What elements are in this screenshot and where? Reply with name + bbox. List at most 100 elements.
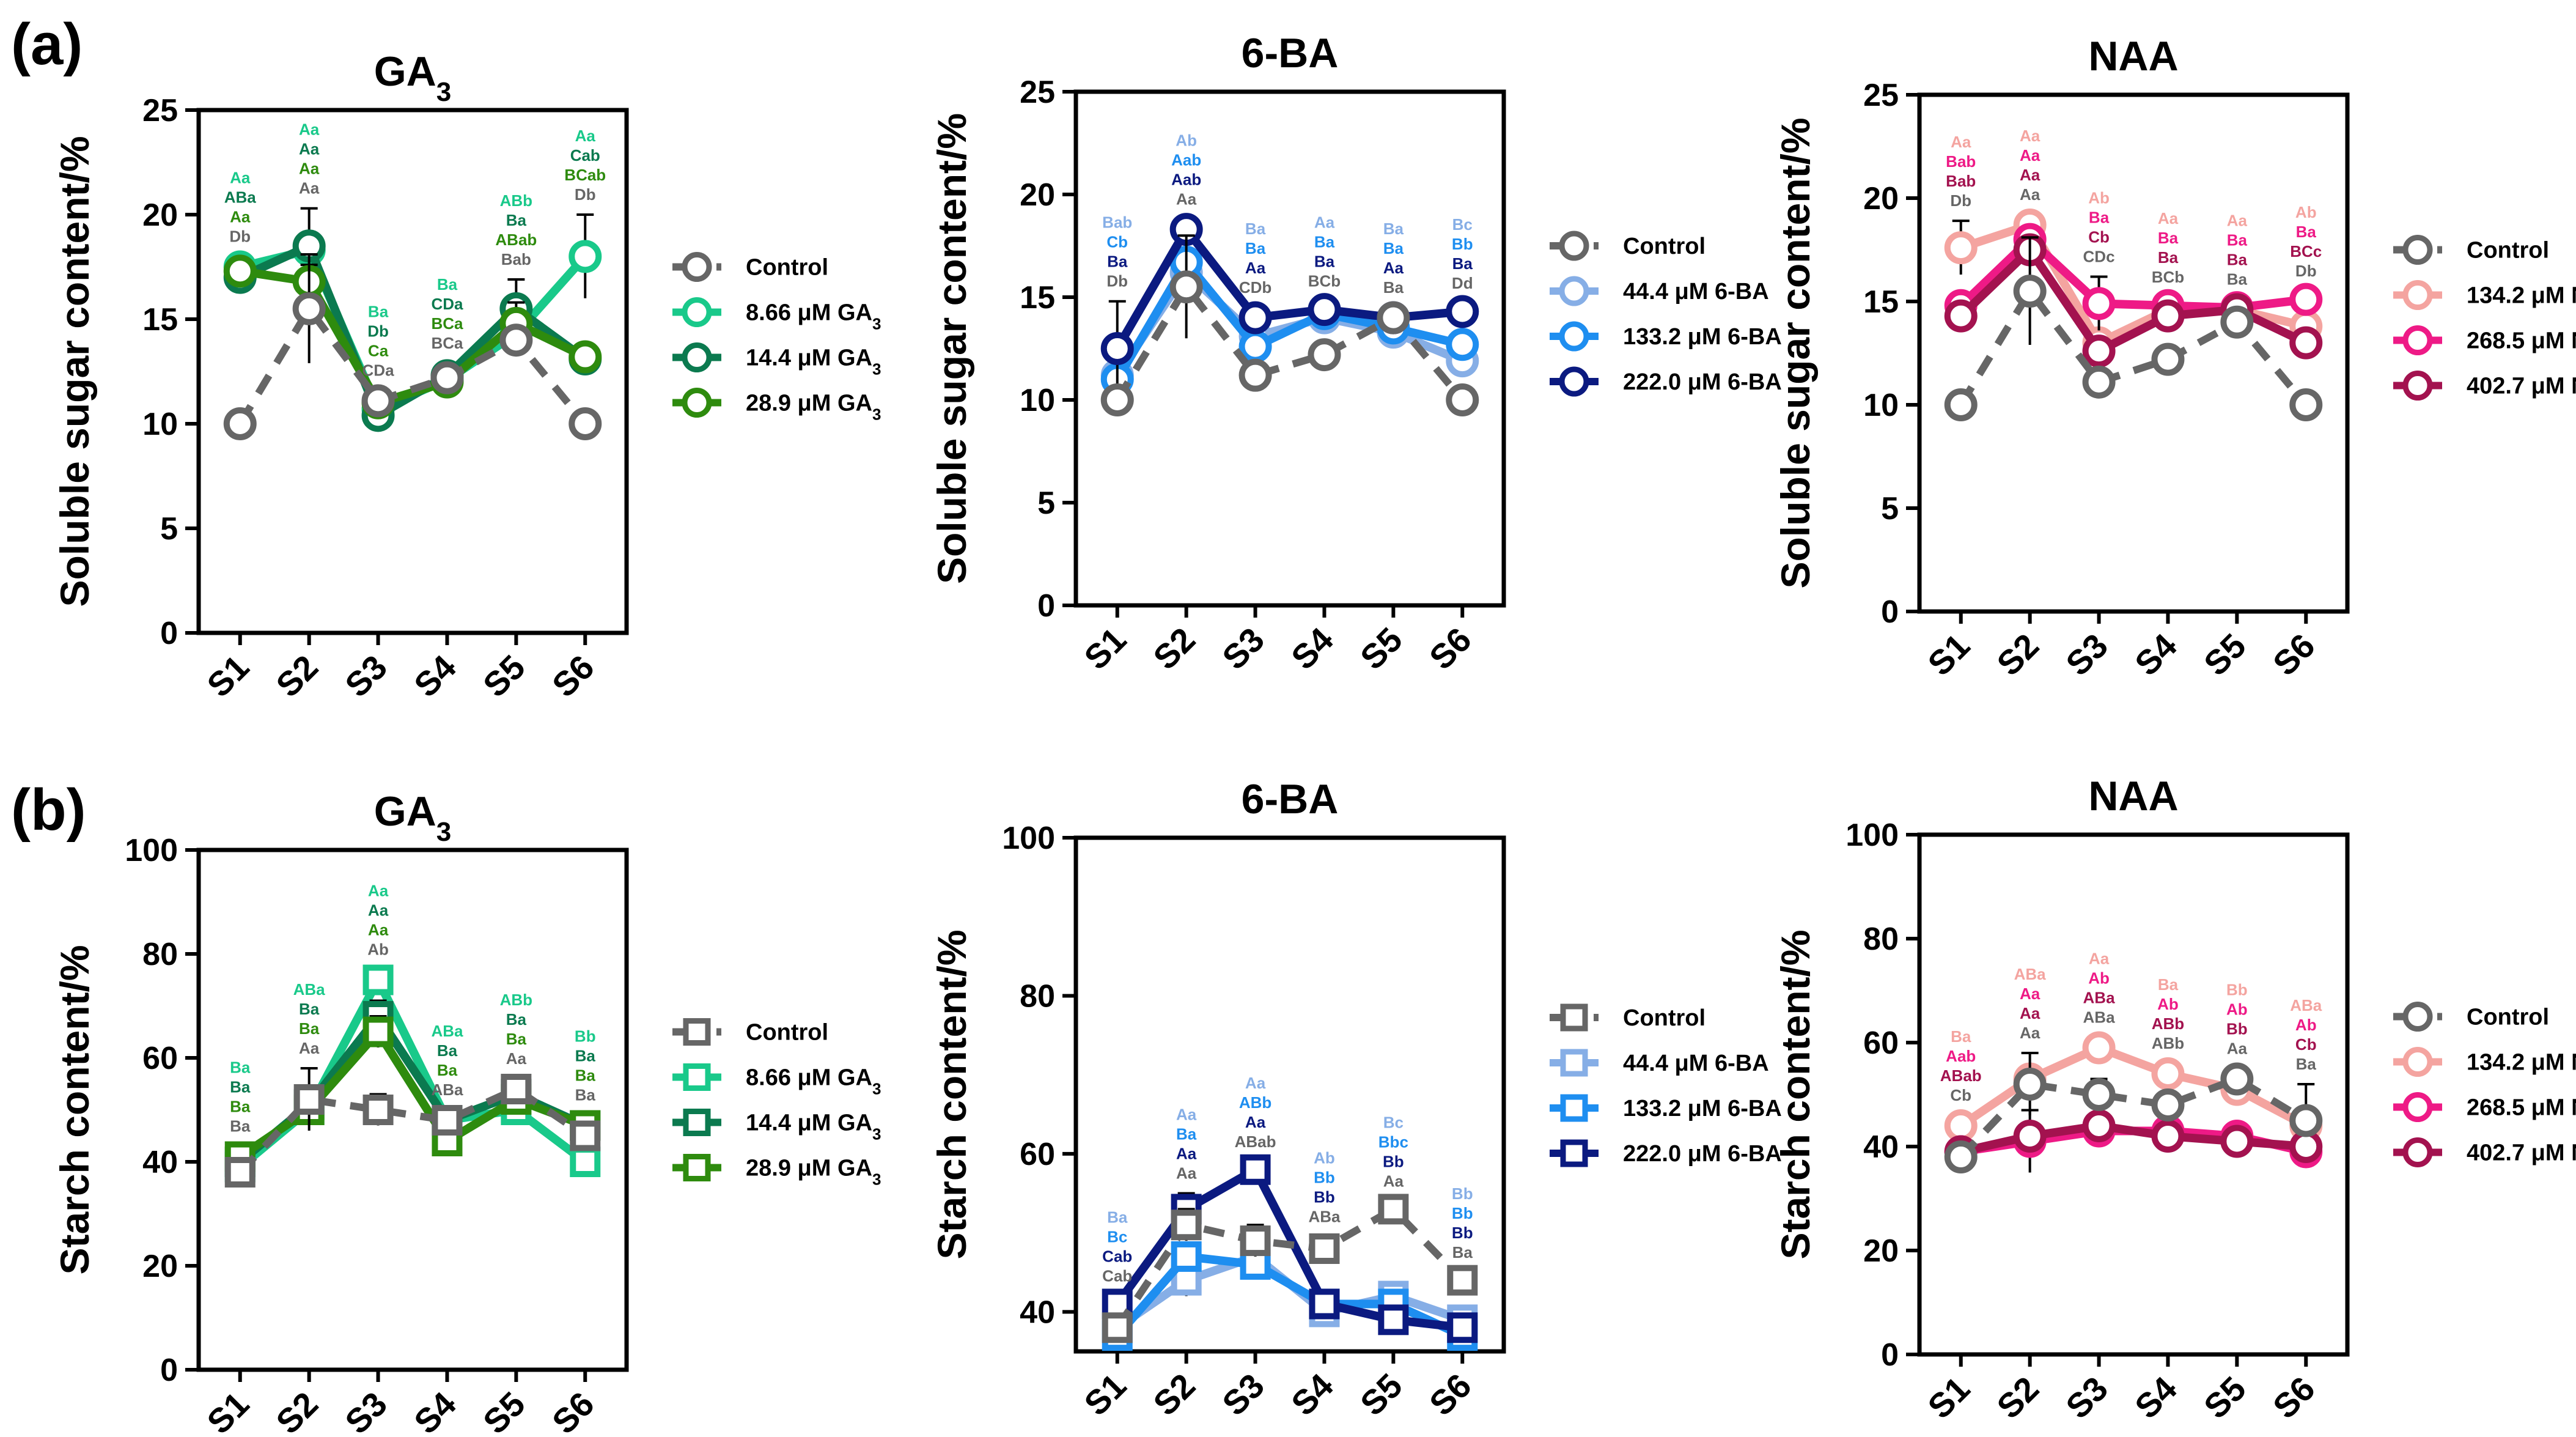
y-tick-label: 80 [142,937,178,972]
legend-marker [1560,1049,1588,1077]
data-point [1446,295,1479,328]
legend-marker [682,297,712,327]
y-axis-label: Soluble sugar content/% [1773,117,1818,588]
legend-label: 44.4 μM 6-BA [1623,279,1769,305]
x-tick-label: S3 [2058,626,2115,683]
legend-marker [2402,325,2433,355]
significance-label: Bab [501,250,531,268]
significance-label: Bc [1452,215,1473,234]
legend-entry: 14.4 μM GA3 [672,342,881,379]
legend-entry: 134.2 μM NAA [2393,280,2576,310]
significance-label: Aa [2227,212,2248,230]
significance-label: Cab [570,146,600,164]
y-tick-label: 100 [1846,818,1899,853]
legend-marker [1560,1094,1588,1122]
legend-entry: 402.7 μM NAA [2393,371,2576,401]
significance-label: ABa [2083,1008,2116,1027]
data-point [1378,1194,1409,1225]
significance-label: BCb [1308,272,1341,290]
data-point [223,254,257,288]
x-tick-label: S1 [199,1384,256,1437]
legend-marker [2402,371,2433,401]
legend-marker [1559,366,1589,397]
significance-label: Ca [368,341,389,360]
data-point [570,1147,601,1177]
plot-frame [1917,92,2350,614]
y-tick-label: 100 [125,833,178,868]
significance-label: Bab [1946,172,1976,190]
significance-label: Ba [299,1019,320,1038]
data-point [1171,1241,1202,1272]
legend-marker [682,252,712,282]
plot-frame [196,108,629,635]
legend-entry: 268.5 μM NAA [2393,1092,2576,1122]
significance-label: CDa [362,361,395,379]
significance-label: Ba [437,1041,458,1060]
data-point [2082,1109,2116,1142]
significance-label: Aa [1176,1106,1197,1124]
significance-label: Ab [2295,203,2317,221]
data-point [1944,1109,1978,1142]
x-tick-label: S3 [337,648,394,704]
significance-label: Ba [2227,270,2248,289]
data-point [2220,1062,2254,1096]
x-tick-label: S4 [407,648,463,704]
y-axis-label: Soluble sugar content/% [929,113,974,584]
legend-entry: Control [2393,1002,2549,1032]
significance-label: Aa [230,207,251,226]
y-tick-label: 25 [1863,78,1899,113]
y-tick-label: 40 [1020,1295,1055,1330]
legend-label: 402.7 μM NAA [2467,374,2576,399]
legend-entry: Control [672,252,828,282]
legend-entry: 8.66 μM GA3 [672,297,881,333]
legend-marker [1560,1139,1588,1167]
significance-label: Ba [1245,239,1266,257]
y-tick-label: 60 [1863,1025,1899,1061]
data-point [1944,299,1978,333]
significance-label: Ba [230,1078,251,1096]
significance-label: ABab [1235,1132,1276,1151]
data-point [1447,1312,1478,1343]
significance-label: Ba [1314,253,1335,271]
x-tick-label: S2 [1989,1369,2046,1426]
significance-label: Aa [1176,1145,1197,1163]
data-point [1240,1154,1271,1185]
data-point [293,1084,325,1115]
y-tick-label: 0 [160,616,178,651]
plot-frame [1073,835,1506,1354]
y-tick-label: 0 [1881,1337,1899,1373]
chart-title: GA3 [374,48,451,107]
significance-label: Ba [1245,220,1266,238]
y-tick-label: 5 [160,511,178,547]
significance-label: ABa [2014,965,2047,983]
y-tick-label: 60 [142,1041,178,1076]
data-point [1944,1140,1978,1173]
legend-entry: 133.2 μM 6-BA [1550,321,1782,352]
series-line [1114,283,1465,402]
data-point [2151,1057,2185,1090]
significance-label: Aab [1171,150,1201,169]
chart-title: 6-BA [1242,30,1339,76]
significance-label: Aab [1946,1047,1976,1065]
data-point [1447,1265,1478,1296]
legend-entry: 8.66 μM GA3 [672,1063,881,1098]
x-tick-label: S3 [1215,1366,1271,1423]
significance-label: Aa [2020,1024,2041,1042]
significance-label: Bb [1452,235,1473,253]
series-0 [1944,1052,2323,1173]
significance-label: ABb [1239,1093,1271,1112]
legend-marker [1560,1003,1588,1032]
data-point [224,1157,256,1188]
data-point [1238,358,1272,392]
legend-entry: 268.5 μM NAA [2393,325,2576,355]
x-tick-label: S2 [268,1384,325,1437]
series-0 [1102,1194,1478,1343]
legend-marker [2402,280,2433,310]
significance-label: BCa [431,314,463,333]
significance-label: Aa [2020,984,2041,1003]
significance-label: Aa [368,901,389,920]
x-tick-label: S4 [1284,1366,1341,1423]
data-point [1102,1312,1133,1343]
significance-label: Ba [2158,229,2179,247]
